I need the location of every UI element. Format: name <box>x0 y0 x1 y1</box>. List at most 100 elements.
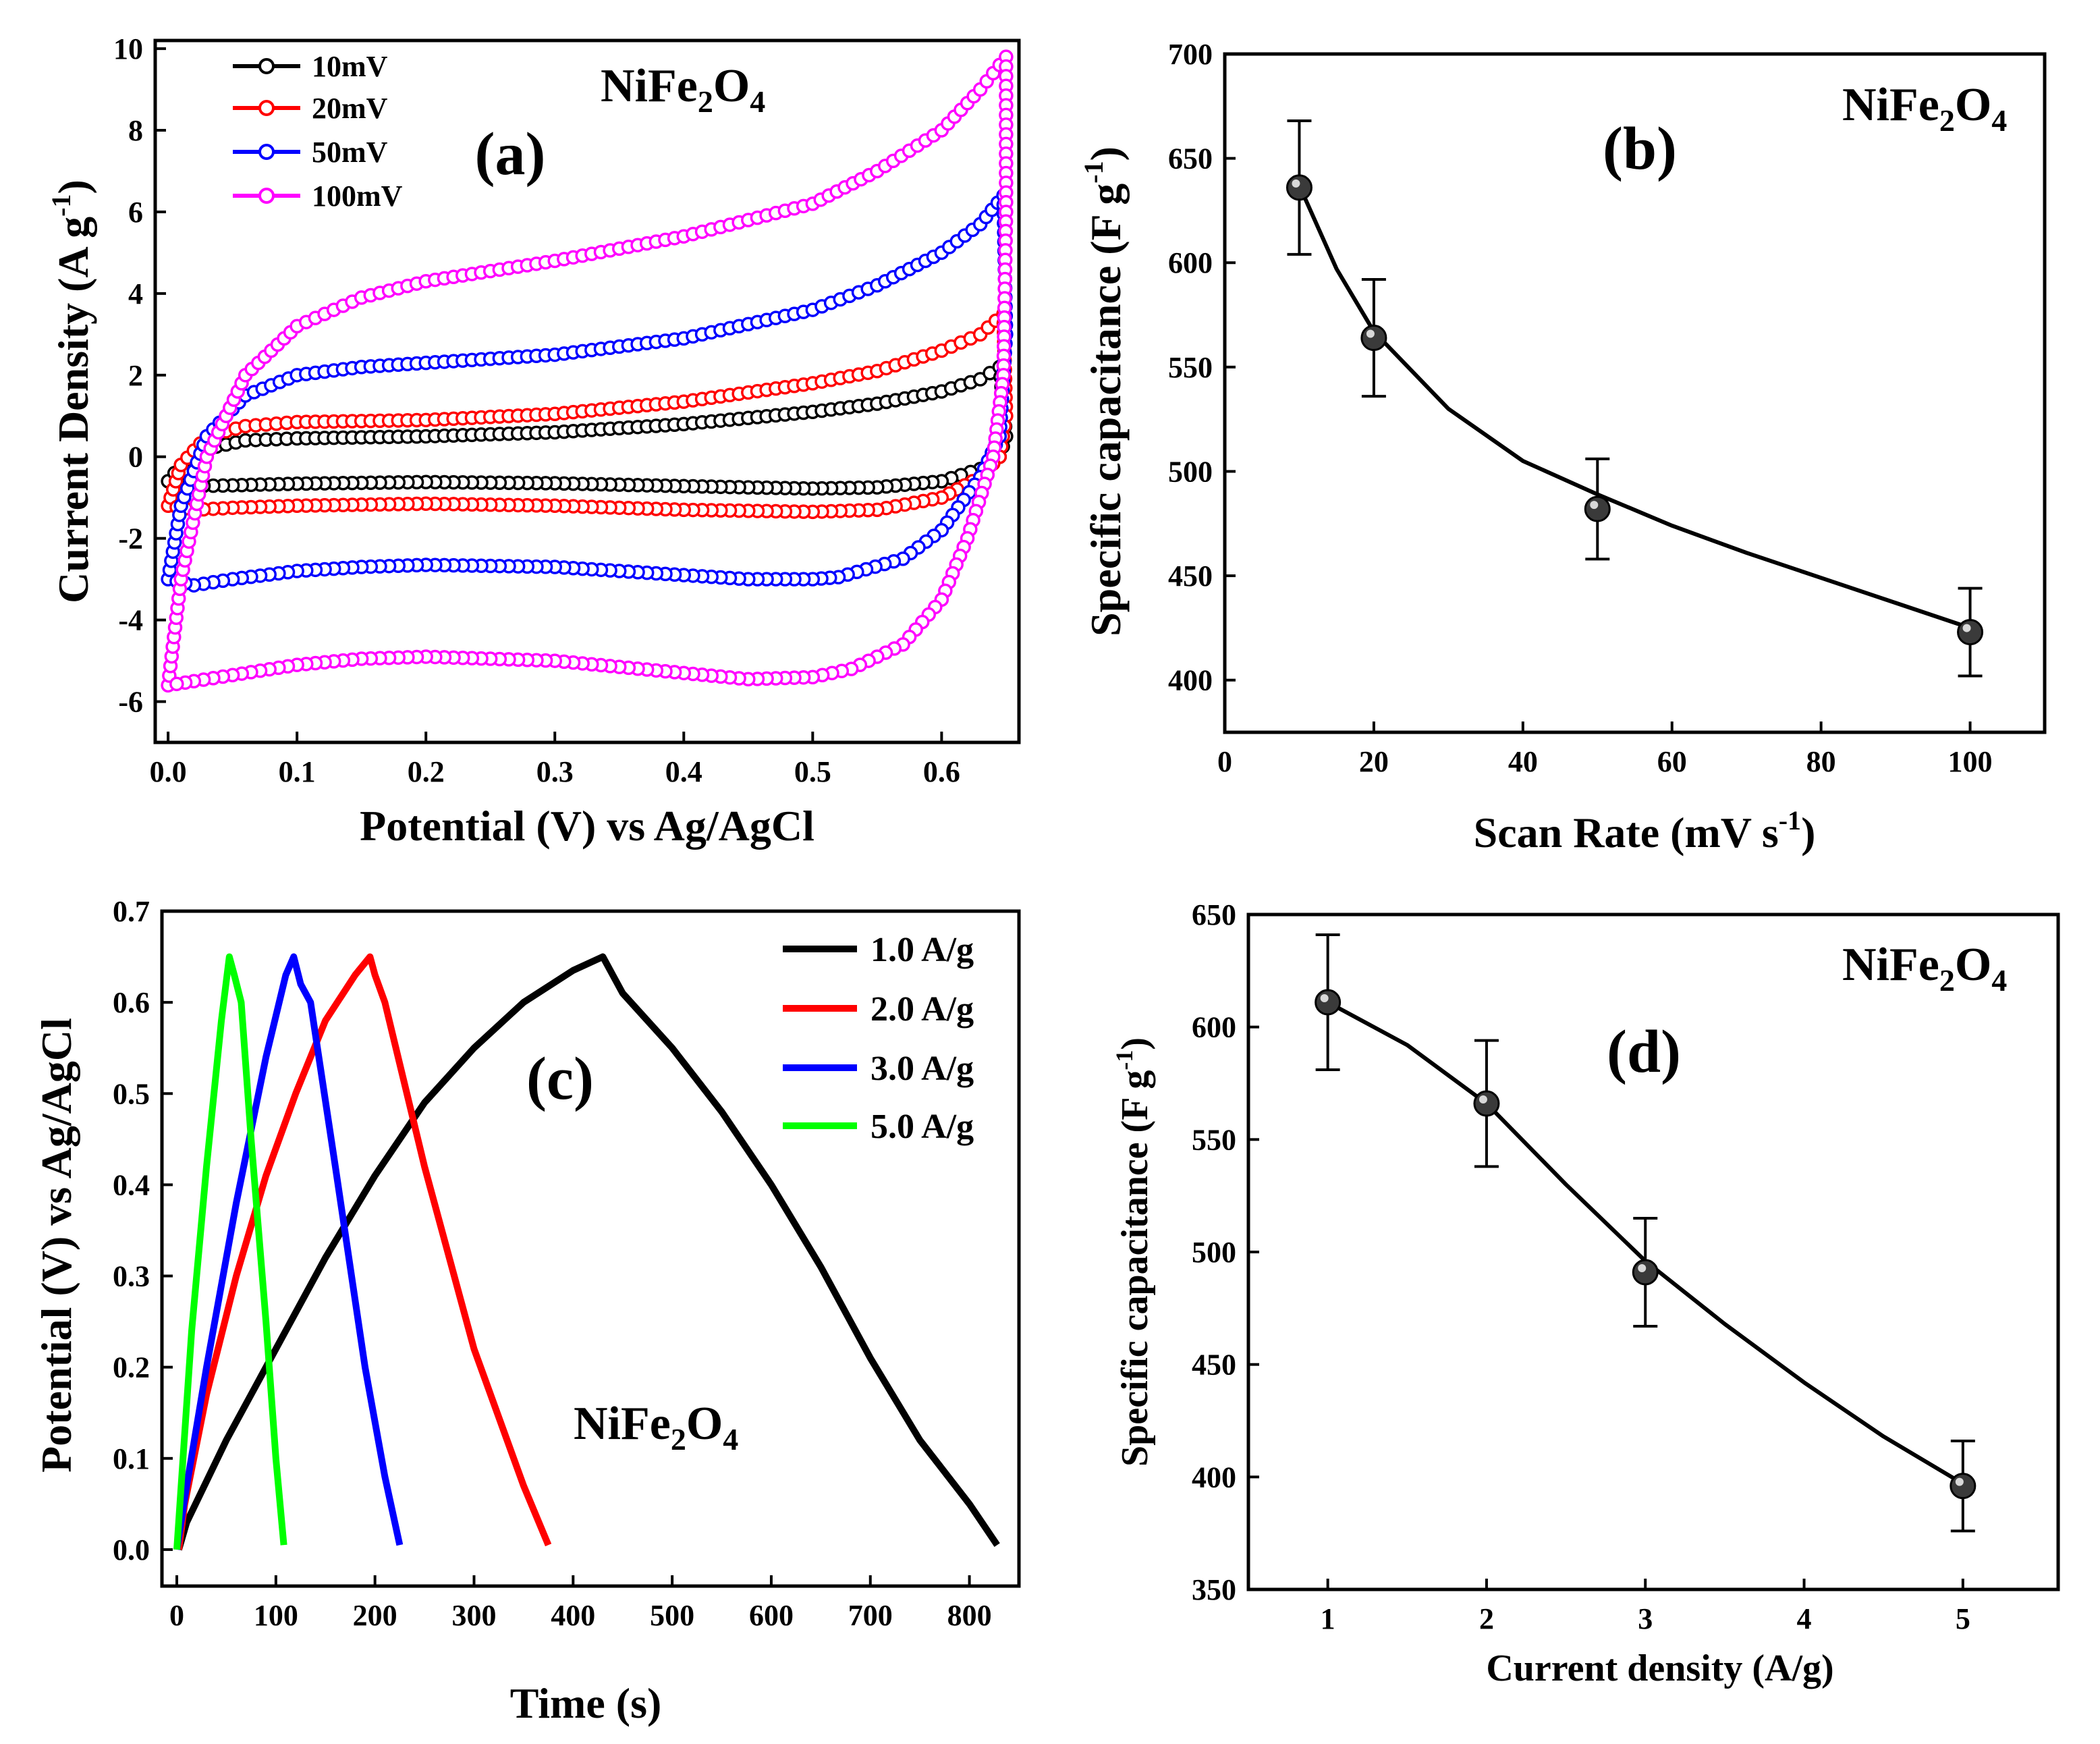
panel-b-ylabel: Specific capacitance (F g-1) <box>1078 146 1130 636</box>
panel-a-xtick-label: 0.5 <box>794 755 831 788</box>
panel-d-ytick-label: 500 <box>1192 1236 1236 1269</box>
panel-a-compound: NiFe2O4 <box>601 60 765 119</box>
panel-b-data-point-highlight <box>1292 179 1300 188</box>
panel-d-xtick-label: 4 <box>1797 1602 1812 1635</box>
panel-c-xtick-label: 800 <box>947 1599 992 1632</box>
panel-c-ylabel: Potential (V) vs Ag/AgCl <box>32 1018 80 1473</box>
panel-d-xtick-label: 3 <box>1638 1602 1653 1635</box>
panel-b-compound: NiFe2O4 <box>1842 79 2007 138</box>
panel-a-xtick-label: 0.2 <box>408 755 445 788</box>
panel-c-xtick-label: 0 <box>169 1599 184 1632</box>
panel-c-ytick-label: 0.0 <box>113 1533 150 1566</box>
panel-d-ytick-label: 600 <box>1192 1011 1236 1044</box>
panel-b-ytick-label: 700 <box>1168 38 1213 71</box>
panel-d-xtick-label: 1 <box>1321 1602 1335 1635</box>
panel-a-legend: 10mV 20mV 50mV 100mV <box>233 50 403 213</box>
panel-b-xlabel: Scan Rate (mV s-1) <box>1474 805 1816 856</box>
panel-d-xtick-label: 2 <box>1479 1602 1494 1635</box>
panel-a-ylabel: Current Density (A g-1) <box>46 180 97 603</box>
legend-label-100mV: 100mV <box>312 180 403 213</box>
panel-d-data-point <box>1950 1473 1977 1500</box>
legend-label-20mV: 20mV <box>312 92 388 125</box>
panel-b-data-point-highlight <box>1366 329 1375 338</box>
panel-b: 0 20 40 60 80 100 400 450 500 550 600 650 700 (b) Ni… <box>1078 38 2047 856</box>
legend-marker-50mV <box>258 144 275 160</box>
panel-d-ylabel: Specific capacitance (F g-1) <box>1111 1037 1156 1467</box>
panel-c-ytick-label: 0.5 <box>113 1077 150 1110</box>
panel-d-frame <box>1246 912 2060 1591</box>
panel-d-ytick-label: 400 <box>1192 1461 1236 1494</box>
panel-a-xlabel: Potential (V) vs Ag/AgCl <box>360 802 814 850</box>
panel-c-frame <box>160 909 1021 1588</box>
panel-b-frame <box>1223 52 2047 734</box>
panel-c-xtick-label: 600 <box>749 1599 794 1632</box>
panel-a-ytick-label: 4 <box>128 277 143 310</box>
legend-label-50mV: 50mV <box>312 136 388 169</box>
panel-a-xtick-label: 0.3 <box>536 755 574 788</box>
panel-a-ytick-label: 8 <box>128 114 143 147</box>
panel-d-xtick-label: 5 <box>1956 1602 1970 1635</box>
panel-a-ytick-label: 0 <box>128 441 143 474</box>
panel-b-data-point <box>1584 495 1611 522</box>
legend-marker-20mV <box>258 100 275 116</box>
panel-d-data-point-highlight <box>1638 1264 1647 1272</box>
panel-b-data-point-highlight <box>1590 501 1599 510</box>
panel-b-data-point <box>1957 619 1984 646</box>
panel-a-ytick-label: 2 <box>128 359 143 392</box>
panel-a: 0.0 0.1 0.2 0.3 0.4 0.5 0.6 -6 -4 -2 0 2 4 6 8 10 (a) N… <box>46 32 1021 850</box>
panel-c-xtick-label: 100 <box>254 1599 298 1632</box>
panel-c-xlabel: Time (s) <box>510 1679 662 1727</box>
panel-c-series-1.0Ag <box>175 953 1000 1551</box>
panel-a-marker <box>169 676 184 692</box>
panel-b-ytick-label: 400 <box>1168 664 1213 697</box>
panel-d-ytick-label: 450 <box>1192 1348 1236 1382</box>
panel-c-xtick-label: 200 <box>353 1599 397 1632</box>
panel-d-xlabel: Current density (A/g) <box>1486 1647 1833 1689</box>
legend-marker-100mV <box>258 188 275 204</box>
panel-b-xtick-label: 40 <box>1508 745 1538 778</box>
panel-b-data-point <box>1360 325 1387 352</box>
panel-a-ytick-label: 10 <box>113 32 143 65</box>
panel-b-xtick-label: 60 <box>1657 745 1687 778</box>
panel-c-label: (c) <box>526 1045 594 1112</box>
panel-d-label: (d) <box>1607 1018 1681 1085</box>
panel-c-series-2.0Ag <box>175 953 552 1550</box>
panel-a-ytick-label: 6 <box>128 196 143 229</box>
panel-b-xtick-label: 0 <box>1217 745 1232 778</box>
panel-c-xtick-label: 500 <box>650 1599 694 1632</box>
panel-d-compound: NiFe2O4 <box>1842 939 2007 998</box>
panel-b-data-point-highlight <box>1962 624 1971 632</box>
panel-d-ytick-label: 550 <box>1192 1123 1236 1156</box>
panel-c: 0 100 200 300 400 500 600 700 800 0.0 0.1 0.2 0.3 0.4… <box>32 895 1021 1727</box>
panel-a-ytick-label: -6 <box>118 686 143 719</box>
legend-marker-10mV <box>258 58 275 74</box>
panel-c-ytick-label: 0.3 <box>113 1260 150 1293</box>
panel-d-data-point <box>1632 1259 1659 1286</box>
panel-a-ytick-label: -2 <box>118 522 143 555</box>
panel-a-xtick-label: 0.4 <box>665 755 702 788</box>
legend-label-5.0Ag: 5.0 A/g <box>871 1108 974 1146</box>
panel-b-ytick-label: 650 <box>1168 142 1213 175</box>
panel-c-series-5.0Ag <box>173 953 287 1550</box>
panel-c-ytick-label: 0.6 <box>113 986 150 1019</box>
panel-a-ytick-label: -4 <box>118 604 143 637</box>
panel-b-ytick-label: 500 <box>1168 455 1213 488</box>
panel-b-ytick-label: 450 <box>1168 560 1213 593</box>
panel-b-xtick-label: 100 <box>1948 745 1993 778</box>
panel-d: 1 2 3 4 5 350 400 450 500 550 600 650 (d) NiFe2O4 C… <box>1111 898 2060 1689</box>
panel-d-data-point-highlight <box>1320 994 1329 1002</box>
panel-c-ytick-label: 0.2 <box>113 1351 150 1384</box>
panel-c-series-3.0Ag <box>173 953 404 1550</box>
panel-c-xtick-label: 300 <box>451 1599 496 1632</box>
panel-b-ytick-label: 600 <box>1168 246 1213 279</box>
panel-d-data-point-highlight <box>1955 1477 1964 1486</box>
panel-c-ytick-label: 0.4 <box>113 1168 150 1201</box>
legend-label-3.0Ag: 3.0 A/g <box>871 1050 974 1088</box>
panel-a-label: (a) <box>475 121 546 188</box>
legend-label-1.0Ag: 1.0 A/g <box>871 931 974 969</box>
panel-b-data-point <box>1286 174 1312 201</box>
panel-d-data-point <box>1315 989 1342 1016</box>
panel-c-ytick-label: 0.1 <box>113 1442 150 1475</box>
panel-d-ytick-label: 650 <box>1192 898 1236 931</box>
